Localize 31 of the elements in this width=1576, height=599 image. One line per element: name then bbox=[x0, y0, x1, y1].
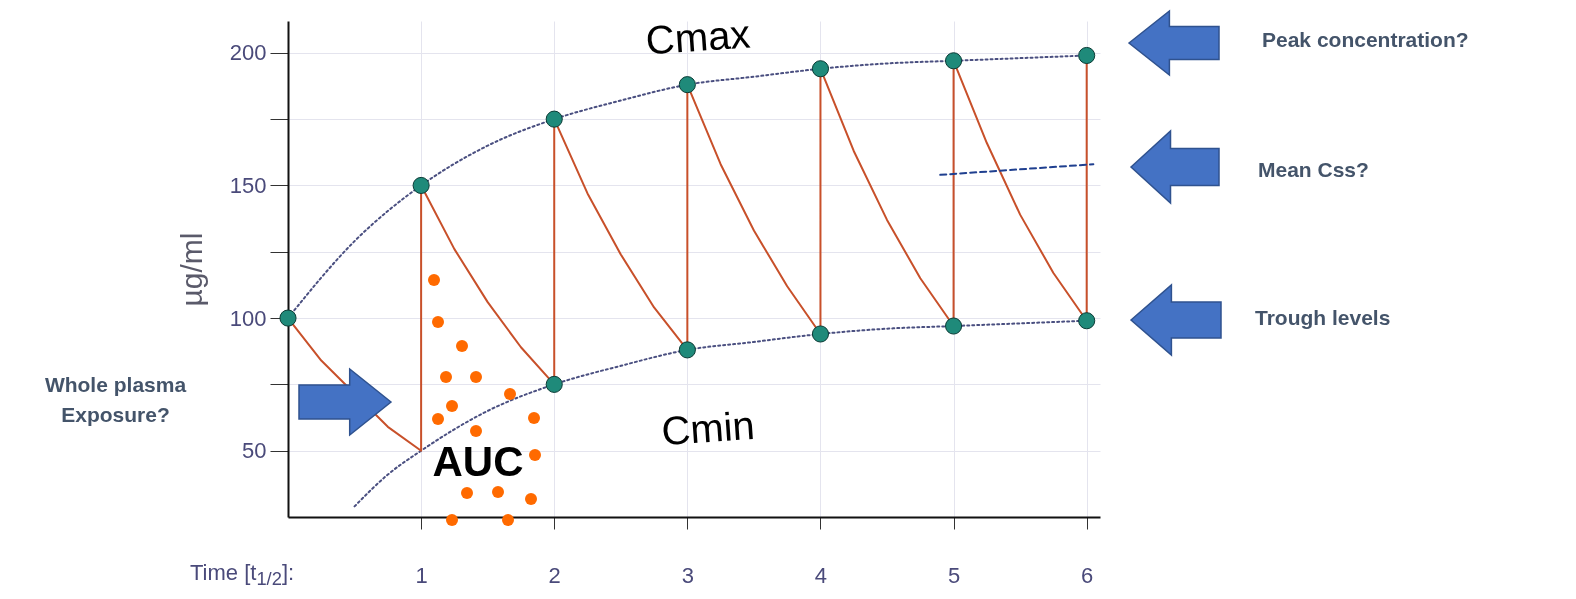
text: Peak concentration? bbox=[1262, 27, 1470, 53]
point bbox=[811, 60, 830, 78]
text: Whole plasma Exposure? bbox=[43, 372, 188, 428]
x-tick-label: 6 bbox=[1081, 562, 1094, 588]
y-tick-label: 200 bbox=[229, 40, 267, 66]
point bbox=[412, 176, 430, 194]
y-tick-label: 150 bbox=[229, 172, 267, 198]
point bbox=[1078, 46, 1096, 65]
point bbox=[279, 309, 297, 327]
point bbox=[678, 76, 696, 94]
x-tick-label: 4 bbox=[814, 562, 828, 588]
point bbox=[545, 110, 563, 128]
x-axis-title: Time [t$_{1/2}$]: bbox=[190, 560, 295, 591]
point bbox=[1078, 312, 1096, 330]
annotation: AUC bbox=[431, 438, 525, 486]
y-tick-label: 50 bbox=[242, 438, 267, 464]
text: Trough levels bbox=[1255, 305, 1392, 331]
point bbox=[811, 325, 830, 343]
annotation: Cmin bbox=[658, 401, 758, 456]
annotation: Cmax bbox=[643, 10, 753, 65]
point bbox=[678, 341, 696, 359]
point bbox=[945, 317, 963, 335]
y-tick-label: 100 bbox=[229, 305, 267, 331]
x-tick-label: 5 bbox=[947, 562, 961, 588]
y-axis-title: µg/ml bbox=[174, 232, 208, 307]
point bbox=[945, 52, 963, 70]
x-tick-label: 2 bbox=[548, 562, 561, 588]
x-tick-label: 1 bbox=[415, 562, 428, 588]
text: Mean Css? bbox=[1258, 157, 1370, 183]
point bbox=[545, 375, 563, 393]
x-tick-label: 3 bbox=[681, 562, 694, 588]
